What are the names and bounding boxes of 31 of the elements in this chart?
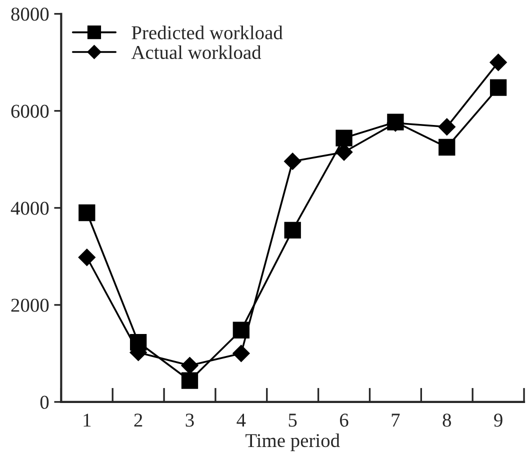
point <box>284 222 301 239</box>
point <box>232 344 250 362</box>
point <box>181 357 198 374</box>
x-tick-label: 3 <box>186 414 194 427</box>
point <box>130 334 147 351</box>
point <box>490 54 507 71</box>
y-tick-label: 8000 <box>11 8 49 21</box>
y-tick-label: 4000 <box>10 202 49 215</box>
x-tick-label: 7 <box>392 414 400 427</box>
point <box>438 118 456 136</box>
point <box>232 322 250 338</box>
x-tick-label: 4 <box>236 414 246 427</box>
y-tick-label: 0 <box>40 396 49 409</box>
y-tick-label: 2000 <box>11 298 49 312</box>
point <box>78 248 96 266</box>
legend-label: Predicted workload <box>132 26 283 40</box>
x-tick-label: 2 <box>134 414 142 427</box>
point <box>284 152 302 170</box>
point <box>490 79 507 96</box>
x-tick-label: 8 <box>442 414 451 427</box>
y-tick-label: 6000 <box>11 104 49 118</box>
x-tick-label: 5 <box>288 414 297 427</box>
x-tick-label: 1 <box>84 414 91 427</box>
x-tick-label: 9 <box>494 414 502 427</box>
point <box>336 130 352 146</box>
x-tick-label: 6 <box>340 414 348 427</box>
point <box>438 138 456 156</box>
point <box>78 204 96 222</box>
legend-label: Actual workload <box>131 45 262 60</box>
point <box>181 372 198 389</box>
x-axis-title: Time period <box>246 433 340 452</box>
